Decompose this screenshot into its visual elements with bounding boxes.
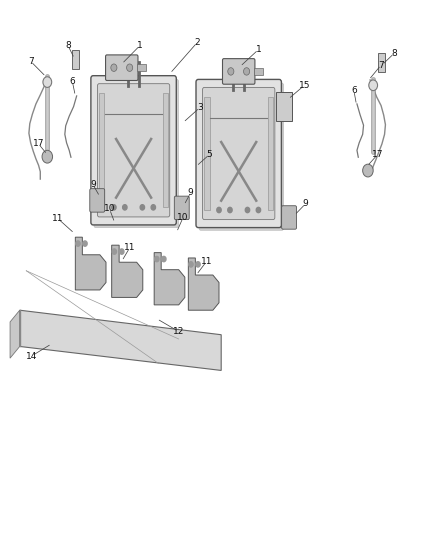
FancyBboxPatch shape (223, 59, 255, 84)
FancyBboxPatch shape (106, 55, 138, 80)
FancyBboxPatch shape (202, 87, 275, 220)
Bar (254, 68, 263, 75)
Text: 9: 9 (187, 189, 194, 197)
Circle shape (83, 241, 87, 246)
Text: 11: 11 (52, 214, 64, 223)
Text: 12: 12 (173, 327, 184, 336)
Text: 9: 9 (303, 199, 309, 208)
Text: 3: 3 (197, 103, 203, 112)
Circle shape (228, 68, 234, 75)
Text: 10: 10 (177, 213, 189, 222)
Bar (99, 93, 105, 207)
FancyBboxPatch shape (196, 79, 281, 228)
Circle shape (112, 205, 116, 210)
Bar (204, 97, 209, 210)
Text: 1: 1 (255, 45, 261, 54)
Circle shape (363, 164, 373, 177)
Polygon shape (188, 258, 219, 310)
Bar (378, 53, 385, 72)
Circle shape (151, 205, 155, 210)
Text: 8: 8 (391, 49, 397, 58)
Text: 17: 17 (33, 140, 44, 148)
Circle shape (120, 249, 124, 254)
Circle shape (256, 207, 261, 213)
Circle shape (217, 207, 221, 213)
Bar (162, 93, 168, 207)
FancyBboxPatch shape (174, 196, 189, 220)
Polygon shape (75, 237, 106, 290)
Text: 5: 5 (206, 150, 212, 159)
FancyBboxPatch shape (90, 189, 105, 212)
Polygon shape (20, 310, 221, 370)
Circle shape (140, 205, 145, 210)
Text: 11: 11 (124, 244, 135, 252)
Text: 2: 2 (194, 38, 200, 47)
Text: 8: 8 (65, 41, 71, 50)
Bar (72, 50, 79, 69)
Bar (268, 97, 273, 210)
Polygon shape (112, 245, 143, 297)
Circle shape (111, 64, 117, 71)
Polygon shape (10, 310, 20, 358)
Text: 1: 1 (137, 41, 143, 50)
Circle shape (244, 68, 250, 75)
Circle shape (127, 64, 133, 71)
Bar (276, 92, 292, 121)
Circle shape (155, 256, 159, 262)
Polygon shape (154, 253, 185, 305)
Text: 10: 10 (104, 205, 115, 213)
Text: 11: 11 (201, 257, 212, 265)
Text: 7: 7 (28, 57, 34, 66)
Circle shape (245, 207, 250, 213)
Circle shape (76, 241, 80, 246)
Circle shape (189, 262, 193, 267)
Circle shape (369, 80, 378, 91)
Circle shape (162, 256, 166, 262)
Circle shape (123, 205, 127, 210)
Circle shape (196, 262, 200, 267)
FancyBboxPatch shape (97, 84, 170, 217)
Circle shape (43, 77, 52, 87)
FancyBboxPatch shape (94, 79, 178, 228)
Text: 6: 6 (69, 77, 75, 85)
Text: 6: 6 (351, 86, 357, 95)
FancyBboxPatch shape (282, 206, 297, 229)
Circle shape (228, 207, 232, 213)
FancyBboxPatch shape (91, 76, 176, 225)
Text: 7: 7 (378, 61, 384, 69)
Text: 17: 17 (372, 150, 383, 159)
FancyBboxPatch shape (199, 83, 283, 230)
Text: 9: 9 (90, 180, 96, 189)
Bar (137, 64, 146, 71)
Text: 15: 15 (299, 81, 310, 90)
Text: 14: 14 (26, 352, 37, 360)
Circle shape (112, 249, 117, 254)
Circle shape (42, 150, 53, 163)
